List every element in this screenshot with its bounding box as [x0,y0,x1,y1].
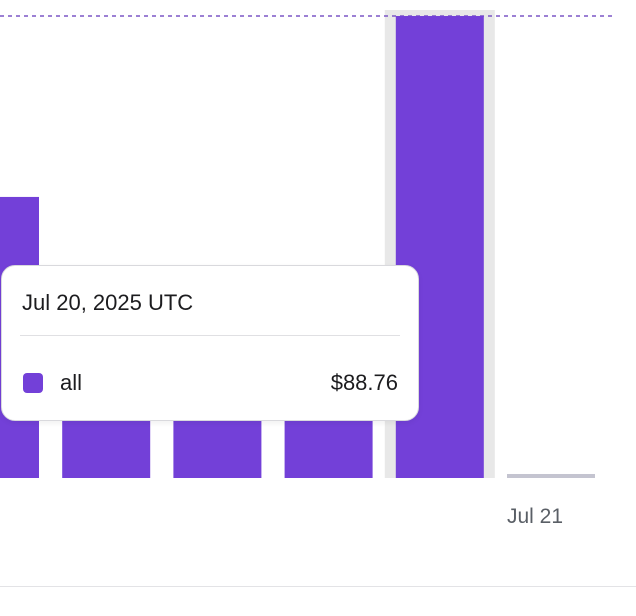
tooltip-date: Jul 20, 2025 UTC [22,290,194,315]
tooltip-series-row: all $88.76 [22,368,398,398]
series-color-swatch [23,373,43,393]
bar-5[interactable] [507,474,595,478]
tooltip-series-value: $88.76 [330,370,398,395]
chart-bottom-rule [0,586,636,587]
x-tick-label: Jul 21 [507,505,563,528]
x-axis-ticks: Jul 21 [507,505,563,528]
chart-tooltip: Jul 20, 2025 UTC all $88.76 [1,265,419,421]
tooltip-divider [20,335,400,336]
tooltip-series-name: all [60,370,83,395]
